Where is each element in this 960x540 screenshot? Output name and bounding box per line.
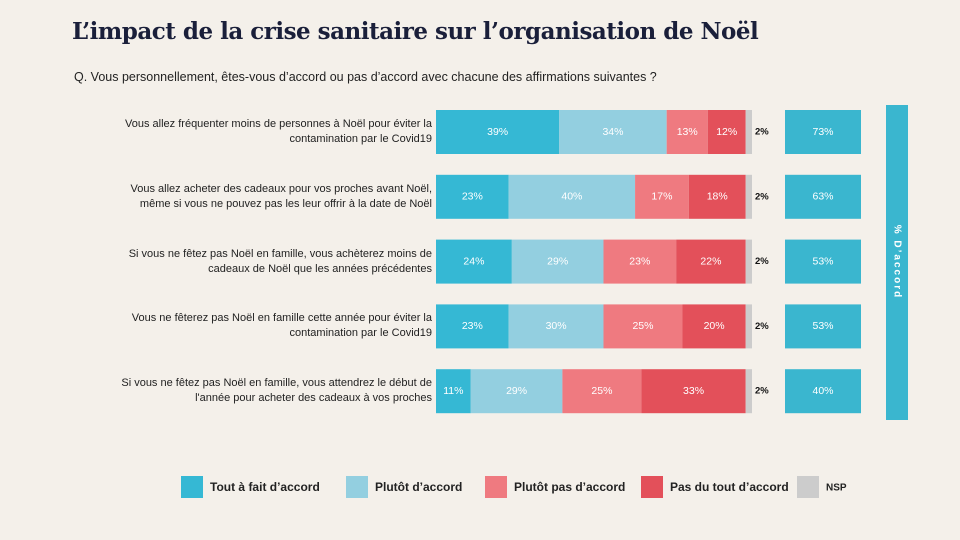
legend-label: Tout à fait d’accord bbox=[210, 480, 320, 494]
bar-segment bbox=[508, 304, 604, 349]
value-label: 13% bbox=[677, 126, 698, 138]
value-label: 29% bbox=[547, 255, 568, 267]
value-label: 39% bbox=[487, 126, 508, 138]
bar-segment bbox=[745, 304, 752, 349]
bar-segment bbox=[436, 110, 560, 154]
value-label: 40% bbox=[561, 191, 582, 203]
legend-label: Plutôt d’accord bbox=[375, 480, 462, 494]
bar-segment bbox=[745, 110, 752, 154]
legend-swatch bbox=[181, 476, 203, 498]
value-label: 23% bbox=[462, 191, 483, 203]
bar-segment bbox=[603, 304, 683, 349]
bar-segment bbox=[470, 369, 563, 414]
bar-segment bbox=[436, 304, 509, 349]
bar-segment bbox=[707, 110, 746, 154]
total-box bbox=[785, 369, 861, 414]
total-header: % D’accord bbox=[891, 225, 902, 299]
total-label: 73% bbox=[812, 126, 833, 138]
value-label: 17% bbox=[651, 191, 672, 203]
bar-segment bbox=[603, 239, 677, 284]
value-label: 11% bbox=[443, 385, 463, 397]
bar-segment bbox=[745, 174, 752, 219]
value-label: 2% bbox=[755, 386, 769, 397]
bar-segment bbox=[562, 369, 642, 414]
legend-label: Pas du tout d’accord bbox=[670, 480, 789, 494]
bar-segment bbox=[676, 239, 746, 284]
bar-segment bbox=[745, 239, 752, 284]
bar-segment bbox=[511, 239, 604, 284]
legend-swatch bbox=[797, 476, 819, 498]
total-title: % D’accord bbox=[891, 225, 902, 299]
bar-segment bbox=[745, 369, 752, 414]
value-label: 2% bbox=[755, 127, 769, 138]
bar-segment bbox=[666, 110, 708, 154]
category-label: Si vous ne fêtez pas Noël en famille, vo… bbox=[121, 377, 432, 405]
value-label: 2% bbox=[755, 321, 769, 332]
total-label: 53% bbox=[812, 255, 833, 267]
bar-segment bbox=[559, 110, 667, 154]
total-box bbox=[785, 304, 861, 349]
value-label: 2% bbox=[755, 191, 769, 202]
value-label: 2% bbox=[755, 256, 769, 267]
value-label: 25% bbox=[591, 385, 612, 397]
legend-swatch bbox=[346, 476, 368, 498]
value-label: 12% bbox=[716, 126, 737, 138]
bar-segment bbox=[688, 174, 746, 219]
legend-swatch bbox=[641, 476, 663, 498]
value-label: 34% bbox=[602, 126, 623, 138]
legend-swatch bbox=[485, 476, 507, 498]
value-label: 20% bbox=[704, 320, 725, 332]
bar-segment bbox=[436, 369, 471, 414]
category-label: Vous allez acheter des cadeaux pour vos … bbox=[130, 182, 432, 210]
chart-title: L’impact de la crise sanitaire sur l’org… bbox=[72, 18, 759, 45]
bar-segment bbox=[682, 304, 746, 349]
value-label: 30% bbox=[546, 320, 567, 332]
legend-label: NSP bbox=[826, 483, 847, 494]
total-box bbox=[785, 174, 861, 219]
total-box bbox=[785, 110, 861, 154]
total-box bbox=[785, 239, 861, 284]
chart-subtitle: Q. Vous personnellement, êtes-vous d’acc… bbox=[74, 70, 657, 84]
bar-segment bbox=[635, 174, 689, 219]
bar-segment bbox=[641, 369, 746, 414]
category-label: Vous ne fêterez pas Noël en famille cett… bbox=[131, 312, 432, 340]
category-label: Vous allez fréquenter moins de personnes… bbox=[125, 118, 432, 145]
total-label: 40% bbox=[812, 385, 833, 397]
value-label: 23% bbox=[462, 320, 483, 332]
value-label: 22% bbox=[700, 255, 721, 267]
bar-segment bbox=[436, 239, 512, 284]
total-header-box bbox=[886, 105, 908, 420]
total-label: 63% bbox=[812, 191, 833, 203]
value-label: 18% bbox=[707, 191, 728, 203]
bar-segment bbox=[436, 174, 509, 219]
value-label: 25% bbox=[632, 320, 653, 332]
value-label: 33% bbox=[683, 385, 704, 397]
bar-segment bbox=[508, 174, 636, 219]
legend-label: Plutôt pas d’accord bbox=[514, 480, 625, 494]
value-label: 23% bbox=[629, 255, 650, 267]
total-label: 53% bbox=[812, 320, 833, 332]
category-label: Si vous ne fêtez pas Noël en famille, vo… bbox=[128, 247, 432, 275]
value-label: 29% bbox=[506, 385, 527, 397]
value-label: 24% bbox=[463, 255, 484, 267]
